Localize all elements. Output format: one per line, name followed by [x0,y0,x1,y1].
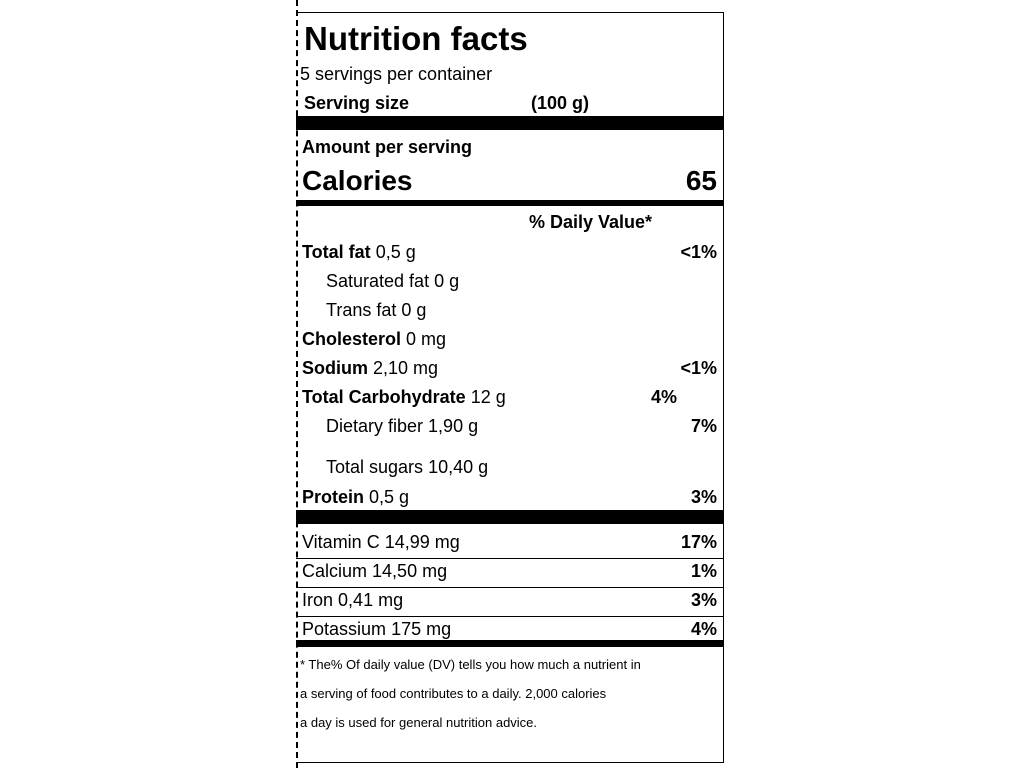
nutrient-name: Saturated fat [326,271,430,291]
vitamin-dv: 1% [690,561,717,581]
vitamin-amount: 14,99 mg [384,532,460,552]
nutrient-dv: 3% [690,487,717,507]
nutrient-row-total-sugars: Total sugars 10,40 g [302,457,717,479]
thin-divider [296,587,723,588]
nutrient-name: Sodium [302,358,368,378]
nutrient-amount: 0,5 g [375,242,416,262]
nutrient-amount: 1,90 g [428,416,479,436]
vitamin-row-potassium: Potassium 175 mg 4% [302,619,717,641]
label-title: Nutrition facts [304,20,528,57]
nutrient-row-saturated-fat: Saturated fat 0 g [302,271,717,293]
thin-divider [296,558,723,559]
calories-value: 65 [685,165,717,196]
dashed-cut-line [296,0,298,768]
nutrient-name: Protein [302,487,365,507]
vitamin-name: Potassium [302,619,387,639]
nutrient-dv: 7% [690,416,717,436]
vitamin-amount: 14,50 mg [372,561,448,581]
daily-value-header: % Daily Value* [529,212,653,232]
servings-per-container: 5 servings per container [300,64,493,84]
nutrient-amount: 2,10 mg [373,358,439,378]
vitamin-amount: 175 mg [391,619,452,639]
medium-divider [296,200,723,206]
vitamin-name: Iron [302,590,334,610]
nutrient-name: Total Carbohydrate [302,387,466,407]
vitamin-row-iron: Iron 0,41 mg 3% [302,590,717,612]
nutrient-name: Cholesterol [302,329,402,349]
nutrient-amount: 10,40 g [428,457,489,477]
footnote-line: a serving of food contributes to a daily… [300,686,607,701]
nutrient-row-sodium: Sodium 2,10 mg <1% [302,358,717,380]
vitamin-dv: 4% [690,619,717,639]
nutrient-name: Trans fat [326,300,397,320]
nutrient-dv: 4% [650,387,677,407]
nutrient-amount: 0 g [434,271,460,291]
vitamin-row-vitamin-c: Vitamin C 14,99 mg 17% [302,532,717,554]
serving-size-value: (100 g) [531,93,590,113]
thick-divider [296,116,723,130]
footnote-line: a day is used for general nutrition advi… [300,715,538,730]
nutrient-row-total-fat: Total fat 0,5 g <1% [302,242,717,264]
vitamin-name: Vitamin C [302,532,380,552]
nutrient-row-trans-fat: Trans fat 0 g [302,300,717,322]
nutrient-dv: <1% [680,242,717,262]
vitamin-dv: 17% [680,532,717,552]
nutrient-amount: 0 mg [406,329,447,349]
vitamin-row-calcium: Calcium 14,50 mg 1% [302,561,717,583]
nutrient-dv: <1% [680,358,717,378]
nutrient-amount: 12 g [470,387,506,407]
footnote-line: * The% Of daily value (DV) tells you how… [300,657,641,672]
nutrient-name: Dietary fiber [326,416,424,436]
vitamin-name: Calcium [302,561,368,581]
amount-per-serving: Amount per serving [302,137,473,157]
nutrient-row-protein: Protein 0,5 g 3% [302,487,717,509]
thick-divider [296,510,723,524]
medium-divider [296,640,723,647]
serving-size-label: Serving size [304,93,410,113]
nutrient-amount: 0,5 g [369,487,410,507]
calories-label: Calories [302,165,413,196]
nutrition-label: Nutrition facts 5 servings per container… [296,12,724,763]
nutrient-row-dietary-fiber: Dietary fiber 1,90 g 7% [302,416,717,438]
nutrient-row-cholesterol: Cholesterol 0 mg [302,329,717,351]
nutrient-row-total-carbohydrate: Total Carbohydrate 12 g 4% [302,387,717,409]
vitamin-dv: 3% [690,590,717,610]
nutrient-amount: 0 g [401,300,427,320]
nutrient-name: Total sugars [326,457,424,477]
thin-divider [296,616,723,617]
vitamin-amount: 0,41 mg [338,590,404,610]
nutrient-name: Total fat [302,242,371,262]
